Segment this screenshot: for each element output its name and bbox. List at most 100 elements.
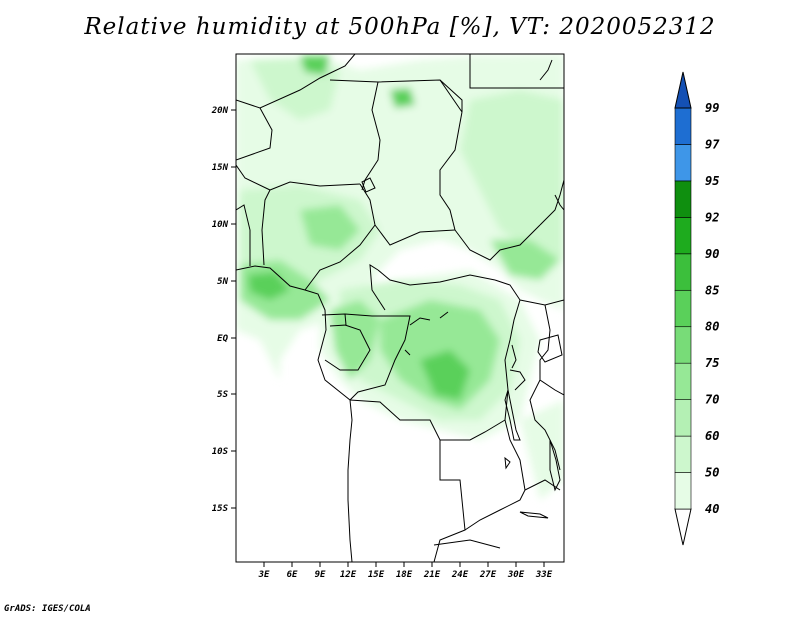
river-congo-3 [404,349,411,356]
lon-label: 24E [451,570,469,580]
colorbar-segment [674,144,692,182]
border-car-cameroon [369,264,386,311]
border-uganda-kenya [539,304,564,396]
colorbar-label: 85 [705,283,719,297]
border-namibia [433,539,501,549]
border-zambia-north [464,479,561,531]
colorbar-labels: 40 50 60 70 75 80 85 90 92 95 97 99 [705,101,720,516]
border-libya-egypt [469,54,564,89]
border-nigeria-cameroon [304,183,376,291]
colorbar-segment [674,217,692,255]
colorbar-label: 50 [705,466,719,480]
colorbar-segment [674,253,692,291]
shade-light-3 [520,400,564,500]
border-drc-angola [349,399,506,441]
humidity-shading [236,54,564,500]
border-angola-zambia [433,440,466,562]
lat-label: 20N [211,106,229,116]
border-chad-sudan [439,111,463,231]
lon-label: 27E [479,570,497,580]
lake-kivu [511,344,517,369]
border-burkina [236,164,271,191]
colorbar-segment [674,107,692,145]
shade-mid-3 [460,90,564,260]
colorbar-segment [674,399,692,437]
shade-dark-3 [300,205,360,250]
grads-credit: GrADS: IGES/COLA [4,604,91,614]
lon-label: 33E [535,570,553,580]
lat-label: EQ [217,334,228,344]
colorbar: 40 50 60 70 75 80 85 90 92 95 97 99 [674,71,720,546]
shade-deep-2 [420,350,470,400]
colorbar-segments [674,71,692,546]
coastline [236,265,353,562]
lon-label: 18E [396,570,413,580]
lake-kariba [519,511,549,519]
lat-label: 10N [212,220,229,230]
border-eritrea [554,194,564,211]
border-ssudan-drc [494,279,521,301]
red-sea-coast [539,59,553,81]
lat-label: 15S [212,504,229,514]
lon-label: 21E [423,570,441,580]
lake-victoria [537,334,563,363]
colorbar-label: 99 [705,101,719,115]
lat-axis: 20N 15N 10N 5N EQ 5S 10S 15S [211,106,236,514]
shade-dark-5 [490,240,560,280]
colorbar-label: 70 [705,393,719,407]
map-title: Relative humidity at 500hPa [%], VT: 202… [84,14,716,40]
colorbar-segment [674,180,692,218]
border-sudan-ssudan [454,224,541,261]
lake-tanganyika [504,389,521,441]
colorbar-label: 80 [705,320,719,334]
shade-dark-4 [330,300,380,380]
border-benin [261,189,271,266]
border-tanzania [529,379,561,471]
map-frame [235,53,565,563]
colorbar-segment [674,472,692,510]
border-gabon-congo [324,324,371,371]
shade-deep-4 [300,56,330,75]
shade-deep [248,272,290,300]
border-sudan-egypt [439,79,463,112]
colorbar-label: 95 [705,174,719,188]
border-car-drc [377,269,496,286]
colorbar-arrow-low [674,508,692,546]
colorbar-label: 90 [705,247,719,261]
border-rwanda [509,369,526,391]
colorbar-segment [674,435,692,473]
border-libya-niger [329,79,379,83]
lat-label: 15N [212,163,229,173]
border-mali-niger [236,107,273,161]
lat-label: 10S [212,447,229,457]
lake-malawi [549,439,561,492]
shade-deep-3 [390,88,415,108]
lon-label: 9E [315,570,326,580]
border-niger-nigeria [269,181,361,191]
colorbar-segment [674,326,692,364]
lon-label: 30E [507,570,525,580]
border-congo-drc [349,315,411,401]
borders [236,54,564,562]
lat-label: 5S [217,390,228,400]
border-algeria-libya [236,54,356,109]
lake-mweru [504,456,511,470]
colorbar-label: 97 [705,137,720,151]
border-ghana [236,204,251,266]
colorbar-label: 92 [705,210,719,224]
colorbar-segment [674,362,692,400]
border-niger-chad [361,81,381,191]
colorbar-arrow-high [674,71,692,109]
lon-label: 3E [258,570,270,580]
border-sudan-ethiopia [539,179,564,226]
lon-label: 6E [287,570,298,580]
border-chad-car [374,224,456,246]
lon-axis: 3E 6E 9E 12E 15E 18E 21E 24E 27E 30E 33E [258,562,553,580]
lon-label: 15E [368,570,385,580]
lake-chad [361,177,376,193]
river-congo-2 [439,311,449,319]
lat-label: 5N [217,277,228,287]
colorbar-label: 60 [705,429,719,443]
colorbar-segment [674,289,692,328]
